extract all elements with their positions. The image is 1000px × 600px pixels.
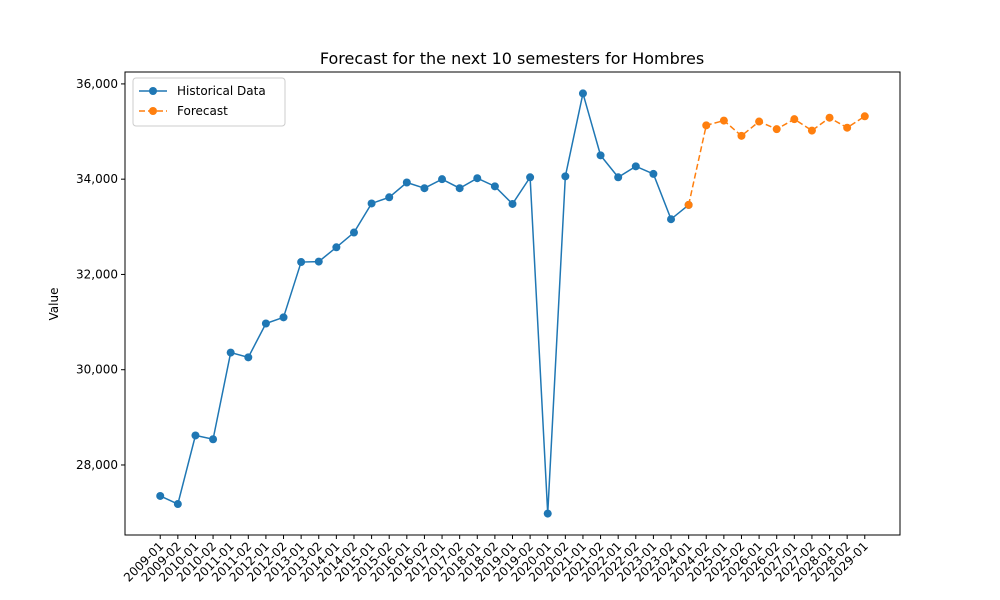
legend-box	[132, 77, 286, 127]
y-tick-label: 28,000	[76, 458, 118, 472]
data-point	[314, 257, 323, 266]
data-point	[420, 184, 429, 193]
data-point	[631, 162, 640, 171]
data-point	[244, 353, 253, 362]
data-point	[438, 175, 447, 184]
data-point	[755, 117, 764, 126]
data-point	[279, 313, 288, 322]
data-point	[209, 435, 218, 444]
data-point	[578, 89, 587, 98]
data-point	[173, 500, 182, 509]
data-point	[385, 193, 394, 202]
y-tick-label: 30,000	[76, 363, 118, 377]
y-axis-label: Value	[47, 288, 61, 321]
data-point	[349, 228, 358, 237]
data-point	[367, 199, 376, 208]
y-tick-label: 32,000	[76, 267, 118, 281]
data-point	[719, 116, 728, 125]
data-point	[825, 113, 834, 122]
data-point	[297, 258, 306, 267]
data-point	[508, 199, 517, 208]
data-point	[807, 126, 816, 135]
y-tick-label: 36,000	[76, 77, 118, 91]
legend-label: Historical Data	[177, 84, 266, 98]
data-point	[156, 491, 165, 500]
data-point	[332, 243, 341, 252]
legend-label: Forecast	[177, 104, 228, 118]
data-point	[526, 173, 535, 182]
y-tick-label: 34,000	[76, 172, 118, 186]
legend-marker	[149, 107, 157, 115]
data-point	[226, 348, 235, 357]
data-point	[561, 172, 570, 181]
data-point	[843, 123, 852, 132]
data-point	[667, 215, 676, 224]
data-point	[473, 174, 482, 183]
data-point	[614, 173, 623, 182]
data-point	[261, 319, 270, 328]
data-point	[490, 182, 499, 191]
data-point	[702, 121, 711, 130]
chart-title: Forecast for the next 10 semesters for H…	[320, 49, 704, 68]
data-point	[649, 169, 658, 178]
data-point	[737, 131, 746, 140]
data-point	[543, 509, 552, 518]
data-point	[772, 125, 781, 134]
data-point	[860, 112, 869, 121]
data-point	[191, 431, 200, 440]
data-point	[455, 184, 464, 193]
legend-marker	[149, 87, 157, 95]
data-point	[402, 178, 411, 187]
data-point	[596, 151, 605, 160]
data-point	[790, 115, 799, 124]
data-point	[684, 200, 693, 209]
